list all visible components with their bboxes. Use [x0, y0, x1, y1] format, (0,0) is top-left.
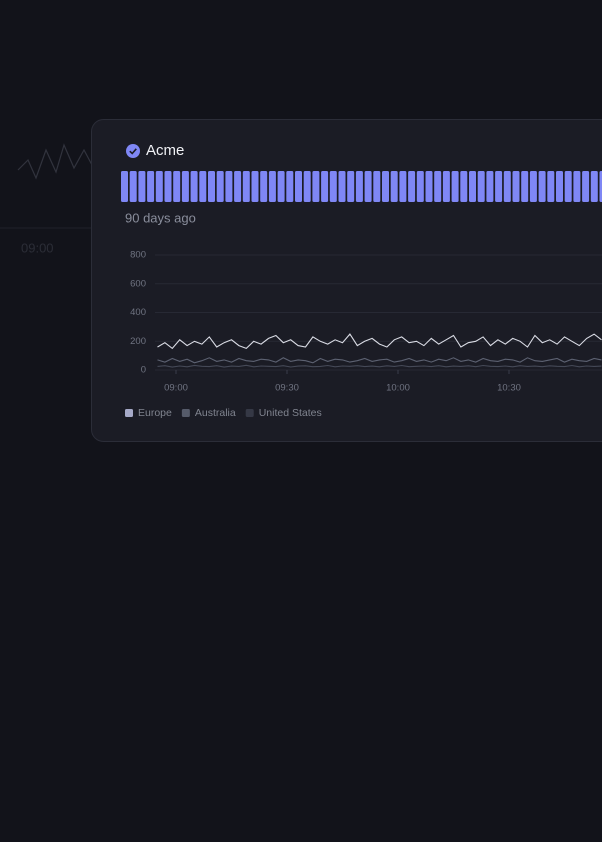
uptime-day — [547, 171, 555, 202]
uptime-day — [486, 171, 494, 202]
uptime-day — [190, 171, 198, 202]
y-tick-label: 600 — [130, 278, 146, 289]
series-line — [157, 333, 602, 350]
uptime-caption: 90 days ago — [125, 210, 196, 225]
background-chart: 09:00 — [0, 143, 93, 255]
background-x-label: 09:00 — [21, 240, 54, 255]
uptime-day — [303, 171, 311, 202]
uptime-day — [556, 171, 563, 202]
monitor-title: Acme — [146, 142, 184, 159]
uptime-day — [138, 171, 146, 202]
uptime-day — [268, 171, 276, 202]
uptime-day — [477, 171, 485, 202]
uptime-day — [564, 171, 572, 202]
uptime-day — [329, 171, 337, 202]
legend-swatch — [181, 409, 190, 417]
uptime-day — [590, 171, 598, 202]
uptime-day — [599, 171, 602, 202]
uptime-day — [495, 171, 503, 202]
series-line — [157, 364, 602, 368]
uptime-day — [286, 171, 294, 202]
uptime-day — [573, 171, 581, 202]
uptime-day — [225, 171, 233, 202]
uptime-day — [164, 171, 172, 202]
uptime-day — [121, 171, 128, 202]
check-mark — [129, 148, 137, 155]
uptime-day — [503, 171, 511, 202]
uptime-day — [364, 171, 372, 202]
x-tick-label: 10:30 — [497, 383, 521, 394]
card-content: Acme 90 days ago 0 200 400 600 800 09:00 09:30… — [121, 142, 602, 419]
uptime-day — [469, 171, 476, 202]
legend-swatch — [245, 409, 254, 417]
uptime-day — [529, 171, 537, 202]
uptime-day — [181, 171, 189, 202]
uptime-day — [312, 171, 320, 202]
background-line — [17, 143, 93, 180]
uptime-day — [451, 171, 459, 202]
uptime-day — [295, 171, 302, 202]
uptime-day — [434, 171, 442, 202]
uptime-day — [216, 171, 224, 202]
legend-label: Europe — [138, 407, 172, 419]
uptime-day — [390, 171, 398, 202]
uptime-day — [208, 171, 215, 202]
uptime-day — [425, 171, 433, 202]
uptime-day — [129, 171, 137, 202]
uptime-day — [582, 171, 590, 202]
y-tick-label: 400 — [130, 307, 146, 318]
uptime-day — [338, 171, 346, 202]
legend-label: United States — [259, 407, 322, 419]
uptime-day — [408, 171, 416, 202]
uptime-bars — [121, 171, 602, 202]
uptime-day — [373, 171, 381, 202]
legend-label: Australia — [195, 407, 236, 419]
series-line — [157, 357, 602, 364]
plot: 0 200 400 600 800 09:00 09:30 10:00 10:30 Europe A… — [125, 250, 602, 419]
uptime-day — [277, 171, 285, 202]
uptime-day — [234, 171, 242, 202]
uptime-day — [260, 171, 268, 202]
uptime-day — [416, 171, 424, 202]
uptime-day — [347, 171, 355, 202]
x-tick-label: 10:00 — [386, 383, 410, 394]
x-tick-label: 09:00 — [164, 383, 188, 394]
y-tick-label: 800 — [130, 250, 146, 261]
uptime-day — [442, 171, 450, 202]
uptime-day — [512, 171, 520, 202]
legend-swatch — [125, 409, 133, 417]
y-tick-label: 0 — [141, 365, 146, 376]
uptime-day — [521, 171, 529, 202]
uptime-day — [155, 171, 163, 202]
y-tick-label: 200 — [130, 336, 146, 347]
uptime-day — [199, 171, 207, 202]
uptime-day — [382, 171, 389, 202]
uptime-day — [399, 171, 407, 202]
check-icon — [126, 144, 140, 158]
uptime-day — [538, 171, 546, 202]
uptime-day — [460, 171, 468, 202]
uptime-day — [321, 171, 329, 202]
x-tick-label: 09:30 — [275, 383, 299, 394]
uptime-day — [147, 171, 155, 202]
uptime-day — [251, 171, 259, 202]
uptime-day — [242, 171, 250, 202]
uptime-day — [173, 171, 181, 202]
uptime-day — [355, 171, 363, 202]
